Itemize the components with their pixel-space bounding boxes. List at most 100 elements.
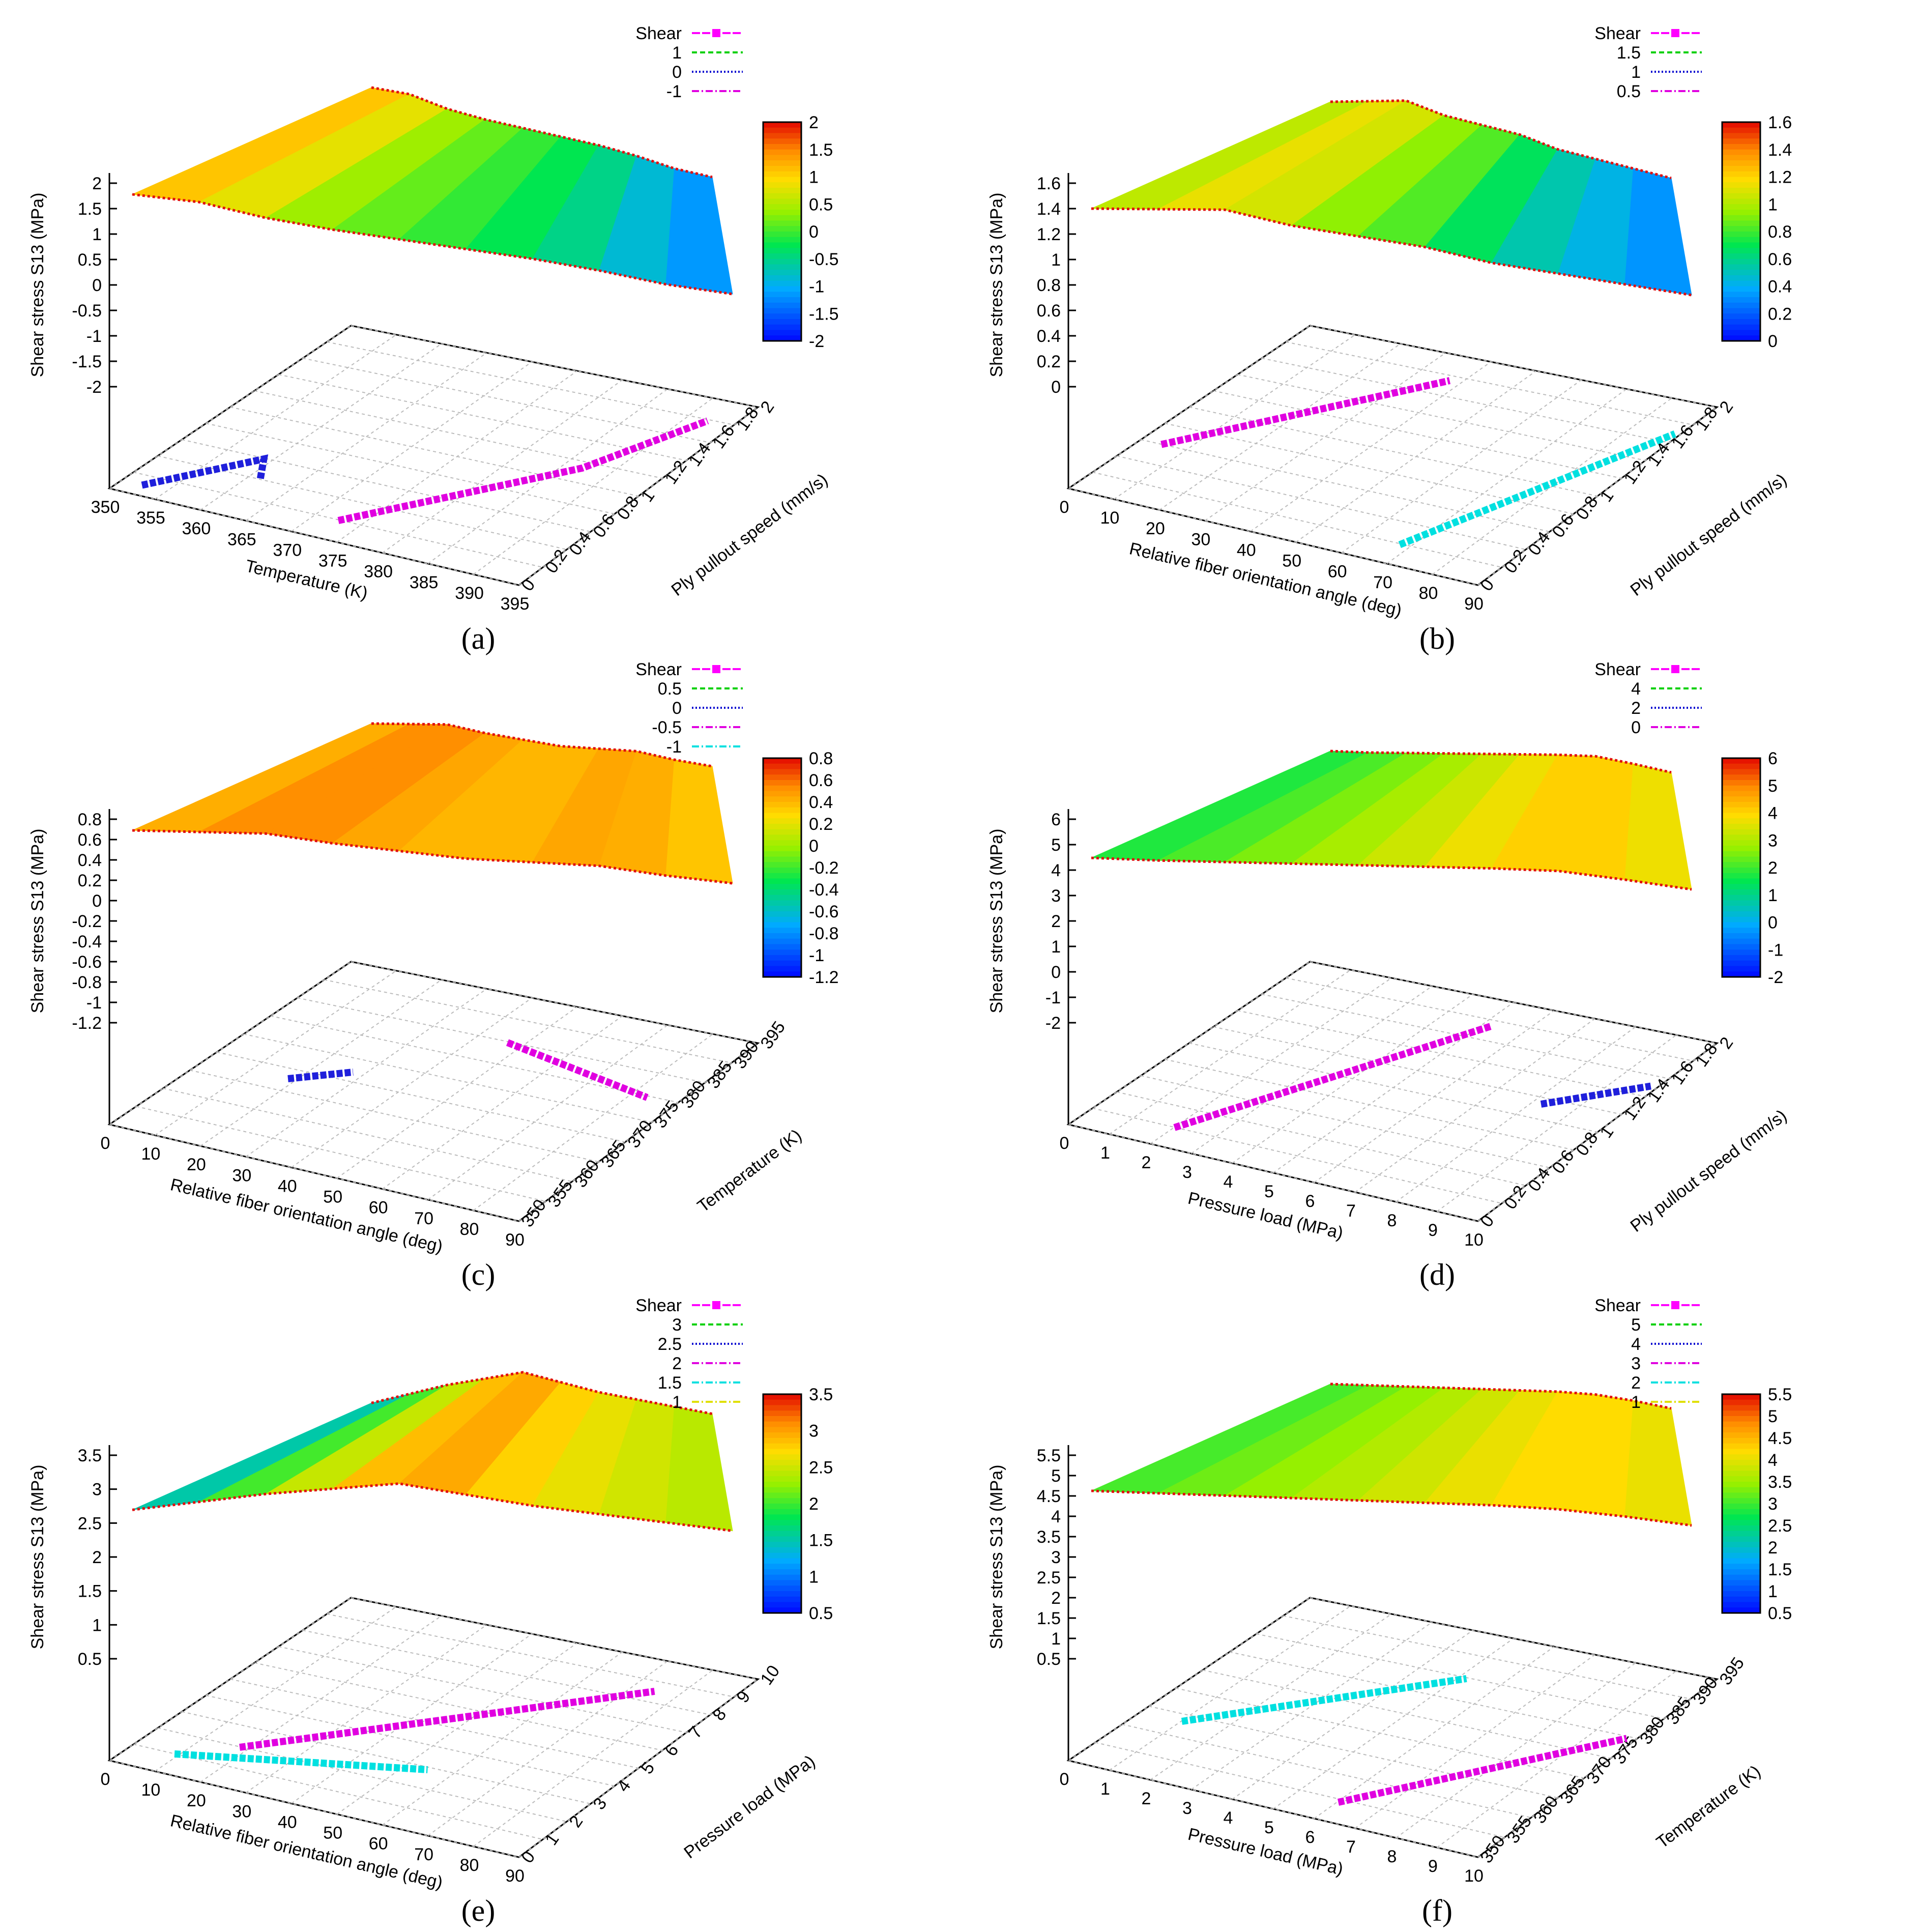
colorbar-tick-label: -0.8 — [809, 924, 839, 943]
colorbar-segment — [763, 138, 801, 145]
grid-line-y — [254, 390, 663, 479]
z-tick-label: 0.4 — [78, 851, 102, 870]
colorbar-tick-label: 4 — [1768, 804, 1778, 823]
grid-line-y — [1286, 977, 1694, 1061]
colorbar-segment — [763, 840, 801, 846]
colorbar-segment — [763, 204, 801, 210]
x-tick-label: 360 — [182, 519, 211, 538]
colorbar-segment — [1722, 1399, 1760, 1406]
z-tick-label: 4.5 — [1037, 1487, 1061, 1506]
colorbar-segment — [763, 1602, 801, 1608]
x-tick-label: 20 — [187, 1791, 206, 1810]
grid-line-x — [336, 1006, 578, 1179]
grid-line-y — [1213, 1026, 1622, 1115]
colorbar-tick-label: 1.2 — [1768, 168, 1792, 187]
colorbar-segment — [763, 302, 801, 309]
contour-line-0 — [141, 454, 269, 489]
x-tick-label: 8 — [1387, 1847, 1397, 1866]
colorbar-tick-label: 5.5 — [1768, 1385, 1792, 1404]
colorbar-segment — [763, 1492, 801, 1499]
colorbar-segment — [763, 1470, 801, 1477]
colorbar-segment — [763, 1552, 801, 1559]
z-tick-label: 0 — [1051, 378, 1061, 397]
colorbar-segment — [763, 1607, 801, 1613]
colorbar-tick-label: 0 — [1768, 913, 1778, 933]
colorbar-segment — [1722, 1394, 1760, 1400]
colorbar-segment — [763, 177, 801, 183]
colorbar-segment — [763, 1449, 801, 1455]
colorbar-segment — [1722, 889, 1760, 896]
colorbar-segment — [763, 818, 801, 824]
colorbar-segment — [763, 916, 801, 923]
grid-line-x — [473, 397, 713, 575]
grid-line-x — [1436, 1670, 1677, 1848]
colorbar-segment — [1722, 237, 1760, 243]
colorbar-segment — [1722, 1585, 1760, 1592]
colorbar-tick-label: 0 — [1768, 332, 1778, 351]
base-plane — [1066, 961, 1719, 1222]
grid-line-y — [243, 1033, 652, 1123]
panel-label: (a) — [461, 622, 496, 655]
grid-line-x — [518, 1043, 759, 1222]
legend-label: 1.5 — [658, 1373, 682, 1393]
colorbar-segment — [763, 1558, 801, 1565]
z-axis-title: Shear stress S13 (MPa) — [987, 193, 1006, 378]
base-plane — [107, 1597, 760, 1858]
z-tick-label: -0.2 — [72, 912, 102, 931]
colorbar-segment — [763, 796, 801, 802]
colorbar-segment — [1722, 155, 1760, 161]
grid-line-x — [1341, 379, 1582, 554]
colorbar-segment — [1722, 133, 1760, 139]
z-tick-label: -2 — [86, 378, 102, 397]
x-tick-label: 8 — [1387, 1211, 1397, 1230]
x-tick-label: 80 — [1419, 584, 1438, 603]
grid-line-y — [351, 1597, 759, 1680]
grid-line-y — [1095, 1742, 1505, 1838]
colorbar-segment — [1722, 1410, 1760, 1417]
colorbar-segment — [1722, 275, 1760, 281]
grid-line-x — [382, 379, 623, 554]
colorbar-tick-label: 1.5 — [809, 1531, 833, 1550]
colorbar-segment — [1722, 818, 1760, 824]
colorbar-tick-label: -0.5 — [809, 250, 839, 269]
z-tick-label: 1.5 — [78, 199, 102, 219]
z-tick-label: 0.4 — [1037, 327, 1061, 346]
panel-label: (c) — [461, 1258, 496, 1291]
legend-label: 1 — [672, 1393, 682, 1412]
x-tick-label: 3 — [1182, 1799, 1192, 1818]
colorbar-segment — [763, 785, 801, 792]
colorbar-segment — [763, 928, 801, 934]
colorbar-segment — [763, 248, 801, 254]
colorbar-segment — [1722, 774, 1760, 781]
legend-label: -0.5 — [652, 718, 682, 737]
grid-line-y — [206, 1695, 615, 1786]
colorbar-segment — [763, 846, 801, 852]
colorbar-segment — [1722, 1547, 1760, 1553]
colorbar-segment — [1722, 1509, 1760, 1515]
colorbar-tick-label: 1.5 — [1768, 1560, 1792, 1579]
x-tick-label: 7 — [1346, 1837, 1356, 1857]
legend-label: 0 — [672, 63, 682, 82]
z-tick-label: 0.5 — [1037, 1650, 1061, 1669]
colorbar-tick-label: 0.4 — [809, 793, 833, 812]
colorbar-tick-label: 3 — [1768, 1494, 1778, 1514]
z-axis-title: Shear stress S13 (MPa) — [987, 1465, 1006, 1650]
grid-line-y — [351, 961, 759, 1044]
colorbar-segment — [763, 791, 801, 797]
colorbar-segment — [763, 911, 801, 917]
grid-line-x — [1232, 1630, 1473, 1800]
grid-line-y — [278, 1646, 687, 1733]
z-tick-label: 3.5 — [1037, 1527, 1061, 1547]
z-tick-label: -0.8 — [72, 973, 102, 992]
colorbar-segment — [1722, 127, 1760, 134]
colorbar-segment — [1722, 900, 1760, 907]
z-axis-title: Shear stress S13 (MPa) — [28, 829, 47, 1014]
colorbar-segment — [1722, 785, 1760, 792]
x-tick-label: 10 — [1100, 508, 1120, 528]
colorbar-segment — [1722, 144, 1760, 150]
x-tick-label: 30 — [232, 1166, 251, 1185]
colorbar-segment — [1722, 220, 1760, 227]
colorbar-segment — [763, 258, 801, 265]
x-tick-label: 5 — [1264, 1818, 1274, 1837]
colorbar-segment — [1722, 1454, 1760, 1460]
